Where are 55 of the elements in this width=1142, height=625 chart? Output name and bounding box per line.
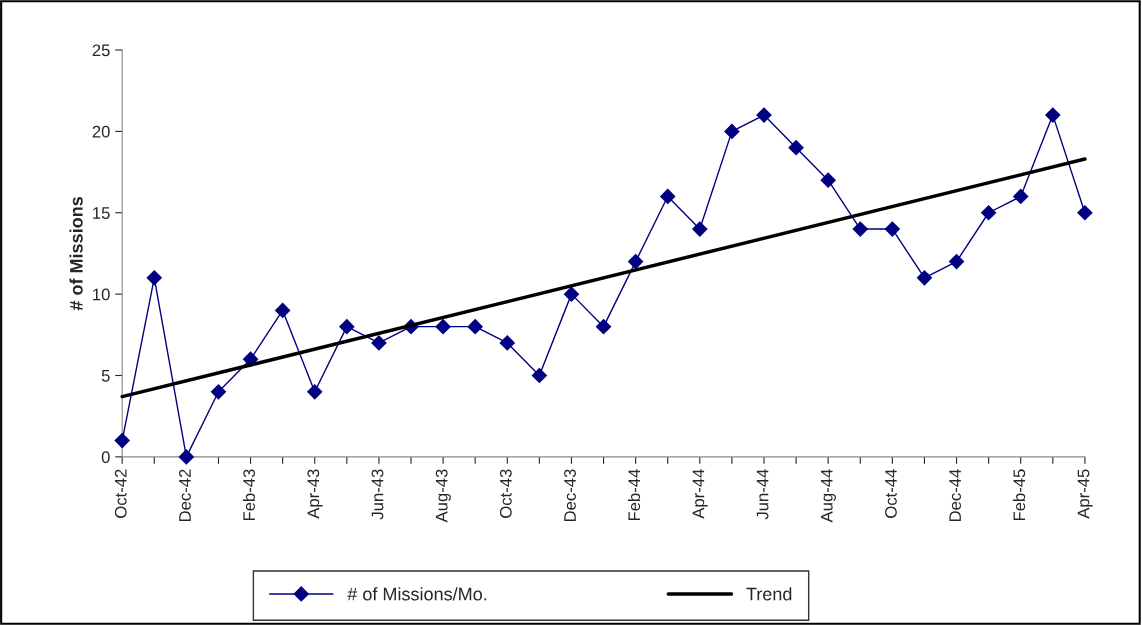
x-tick-label: Feb-44 bbox=[627, 469, 641, 521]
x-tick-label: Apr-43 bbox=[307, 469, 323, 519]
point bbox=[178, 449, 194, 465]
x-tick-label: Aug-43 bbox=[435, 469, 451, 523]
point bbox=[981, 205, 997, 221]
point bbox=[307, 384, 323, 400]
point bbox=[788, 140, 804, 156]
x-tick-label: Apr-45 bbox=[1077, 469, 1093, 519]
x-tick-label: Oct-42 bbox=[114, 469, 127, 518]
y-tick-label: 5 bbox=[101, 370, 110, 382]
y-tick-label: 25 bbox=[92, 44, 110, 57]
y-tick-label: 15 bbox=[93, 207, 110, 219]
x-tick-label: Jun-44 bbox=[756, 469, 769, 520]
point bbox=[563, 286, 580, 302]
x-tick-label: Feb-43 bbox=[242, 469, 256, 521]
point bbox=[916, 270, 933, 286]
point bbox=[1013, 188, 1029, 205]
x-tick-label: Dec-42 bbox=[179, 469, 191, 522]
point bbox=[628, 254, 644, 270]
y-axis-title: # of Missions bbox=[69, 196, 83, 311]
y-tick-label: 10 bbox=[93, 288, 110, 301]
point bbox=[756, 107, 772, 123]
point bbox=[467, 319, 483, 335]
x-tick-label: Feb-45 bbox=[1012, 469, 1026, 521]
point bbox=[692, 221, 708, 237]
point bbox=[210, 384, 227, 400]
x-tick-label: Aug-44 bbox=[821, 469, 836, 523]
point bbox=[531, 367, 547, 384]
point bbox=[660, 188, 676, 205]
point bbox=[339, 319, 355, 335]
y-tick-label: 0 bbox=[101, 451, 110, 464]
x-tick-label: Apr-44 bbox=[692, 469, 708, 519]
legend-label: # of Missions/Mo. bbox=[347, 587, 487, 601]
point bbox=[852, 221, 868, 237]
x-tick-label: Oct-43 bbox=[499, 469, 512, 518]
point bbox=[371, 335, 387, 351]
point bbox=[146, 270, 162, 286]
y-tick-label: 20 bbox=[92, 125, 110, 138]
point bbox=[1077, 205, 1093, 221]
x-tick-label: Oct-44 bbox=[885, 469, 897, 518]
x-tick-label: Dec-44 bbox=[949, 469, 962, 522]
point bbox=[820, 172, 836, 188]
point bbox=[595, 319, 612, 335]
point bbox=[242, 351, 259, 367]
point bbox=[114, 433, 130, 449]
point bbox=[884, 221, 900, 237]
x-tick-label: Jun-43 bbox=[371, 469, 384, 520]
legend-label: Trend bbox=[746, 587, 792, 601]
point bbox=[724, 123, 740, 139]
point bbox=[275, 302, 291, 318]
point bbox=[499, 335, 515, 351]
point bbox=[1045, 107, 1061, 123]
point bbox=[435, 319, 451, 335]
point bbox=[948, 254, 965, 270]
x-tick-label: Dec-43 bbox=[564, 469, 576, 522]
